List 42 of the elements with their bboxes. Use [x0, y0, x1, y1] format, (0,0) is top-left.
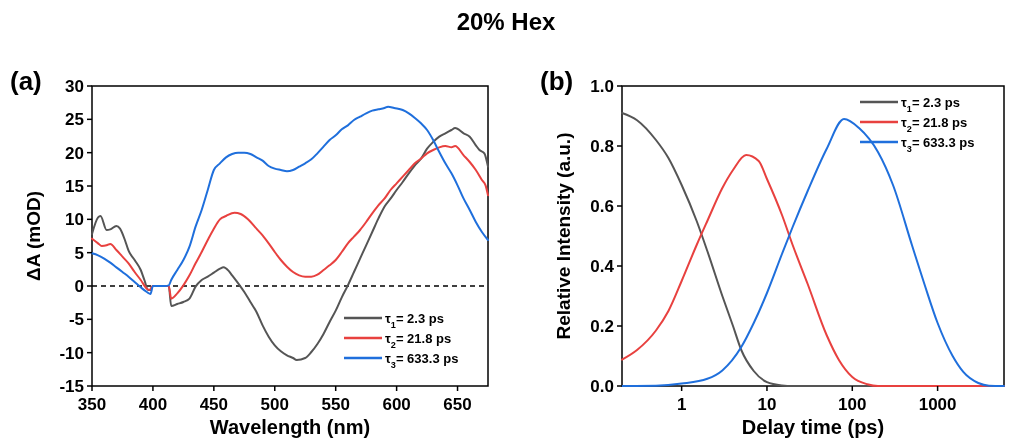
- x-tick-label: 650: [443, 395, 472, 414]
- y-tick-label: 20: [65, 143, 84, 163]
- y-tick-label: -10: [59, 343, 84, 363]
- y-axis-title: Relative Intensity (a.u.): [553, 132, 574, 340]
- legend-label: τ$_{1}$= 2.3 ps: [901, 95, 960, 114]
- legend-label: τ$_{1}$= 2.3 ps: [385, 311, 444, 330]
- y-tick-label: 1.0: [590, 77, 614, 96]
- x-axis-title: Wavelength (nm): [209, 416, 371, 438]
- y-tick-label: 0.0: [590, 377, 614, 396]
- legend-label: τ$_{3}$= 633.3 ps: [385, 351, 459, 370]
- x-tick-label: 550: [321, 395, 350, 414]
- legend-label: τ$_{3}$= 633.3 ps: [901, 135, 975, 154]
- y-tick-label: 25: [65, 110, 84, 130]
- legend-label: τ$_{2}$= 21.8 ps: [385, 331, 452, 350]
- y-tick-label: 0.2: [590, 317, 614, 336]
- x-tick-label: 450: [199, 395, 229, 414]
- y-tick-label: 30: [65, 77, 84, 96]
- line-series: [91, 145, 489, 300]
- x-tick-label: 500: [260, 395, 289, 414]
- x-axis-title: Delay time (ps): [741, 416, 885, 438]
- y-tick-label: -15: [59, 377, 84, 396]
- x-tick-label: 350: [77, 395, 107, 414]
- text: (b): [540, 66, 574, 96]
- y-axis-title: ΔA (mOD): [23, 191, 44, 281]
- legend-label: τ$_{2}$= 21.8 ps: [901, 115, 968, 134]
- y-tick-label: 15: [65, 177, 84, 196]
- y-tick-label: 0: [74, 277, 84, 296]
- y-tick-label: 0.4: [590, 257, 615, 276]
- text: (a): [10, 66, 42, 96]
- y-tick-label: 0.8: [590, 137, 614, 156]
- y-tick-label: -5: [68, 310, 84, 330]
- y-tick-label: 0.6: [590, 197, 614, 216]
- x-tick-label: 600: [382, 395, 411, 414]
- y-tick-label: 5: [74, 243, 84, 263]
- line-series: [91, 105, 489, 295]
- x-tick-label: 100: [838, 395, 867, 414]
- chart-title: 20% Hex: [456, 8, 557, 35]
- x-tick-label: 1000: [918, 395, 957, 414]
- y-tick-label: 10: [65, 210, 84, 230]
- x-tick-label: 400: [138, 395, 168, 414]
- x-tick-label: 10: [757, 395, 777, 414]
- x-tick-label: 1: [676, 395, 687, 414]
